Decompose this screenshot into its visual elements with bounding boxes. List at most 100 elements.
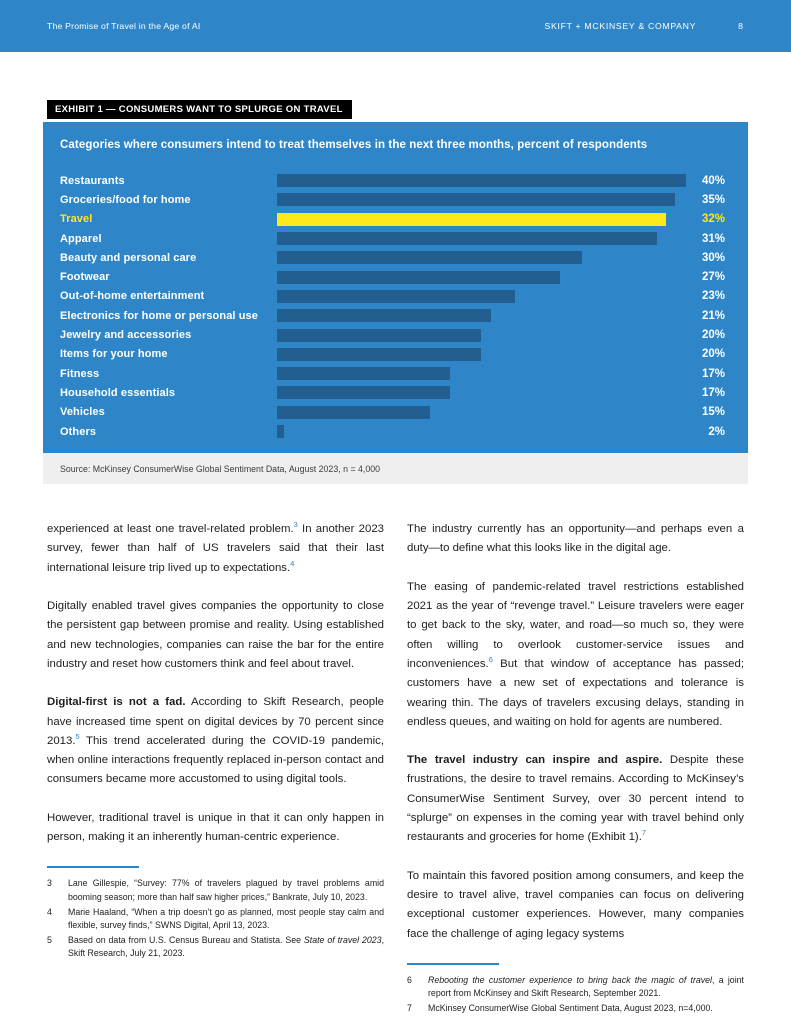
paragraph: The industry currently has an opportunit… [407, 523, 744, 555]
chart-panel: Categories where consumers intend to tre… [43, 122, 748, 454]
chart-value-label: 21% [701, 309, 725, 322]
chart-bar-track [277, 212, 686, 226]
footnote-number: 7 [407, 1002, 412, 1013]
paragraph: However, traditional travel is unique in… [47, 811, 384, 844]
chart-bar-track [277, 328, 686, 342]
chart-row: Others 2% [43, 422, 748, 441]
chart-category-label: Groceries/food for home [60, 193, 191, 206]
chart-row: Out-of-home entertainment 23% [43, 287, 748, 306]
chart-category-label: Beauty and personal care [60, 251, 197, 264]
chart-bar [277, 367, 450, 381]
right-footnote-block: 6 Rebooting the customer experience to br… [407, 962, 744, 1017]
paragraph: Digital-first is not a fad. According to… [47, 696, 384, 786]
left-column: experienced at least one travel-related … [47, 520, 384, 1016]
footnote-text: Lane Gillespie, “Survey: 77% of traveler… [68, 878, 384, 902]
footnote-number: 5 [47, 934, 52, 945]
chart-bar [277, 212, 666, 226]
chart-row: Beauty and personal care 30% [43, 248, 748, 267]
exhibit-badge: EXHIBIT 1 — CONSUMERS WANT TO SPLURGE ON… [47, 100, 352, 119]
chart-value-label: 17% [701, 386, 725, 399]
chart-bar-track [277, 270, 686, 284]
document-title: The Promise of Travel in the Age of AI [47, 21, 201, 31]
left-footnote-block: 3 Lane Gillespie, “Survey: 77% of travele… [47, 866, 384, 962]
chart-value-label: 30% [701, 251, 725, 264]
chart-bar [277, 193, 675, 207]
chart-value-label: 20% [701, 348, 725, 361]
chart-bar [277, 232, 657, 246]
chart-bar-track [277, 425, 686, 438]
chart-category-label: Travel [60, 213, 93, 226]
paragraph: To maintain this favored position among … [407, 869, 744, 940]
left-footnotes: 3 Lane Gillespie, “Survey: 77% of travele… [47, 877, 384, 961]
chart-value-label: 2% [708, 425, 725, 438]
footnote: 5 Based on data from U.S. Census Bureau a… [47, 934, 384, 961]
header-bar: The Promise of Travel in the Age of AI S… [0, 0, 791, 52]
chart-bar [277, 405, 430, 419]
footnote-text: McKinsey ConsumerWise Global Sentiment D… [428, 1002, 713, 1013]
footnote-divider [47, 866, 139, 869]
chart-bar [277, 174, 686, 188]
paragraph: The travel industry can inspire and aspi… [407, 754, 744, 844]
chart-bar [277, 347, 482, 361]
chart-value-label: 40% [701, 174, 725, 187]
chart-bar-track [277, 289, 686, 303]
chart-value-label: 31% [701, 232, 725, 245]
chart-bar-track [277, 347, 686, 361]
footnote: 3 Lane Gillespie, “Survey: 77% of travele… [47, 877, 384, 904]
chart-bar [277, 328, 482, 342]
source-note: Source: McKinsey ConsumerWise Global Sen… [60, 463, 381, 474]
chart-value-label: 20% [701, 329, 725, 342]
chart-bar-track [277, 232, 686, 246]
chart-value-label: 32% [701, 213, 725, 226]
chart-bar-track [277, 193, 686, 207]
paragraph: experienced at least one travel-related … [47, 520, 384, 574]
chart-value-label: 27% [701, 271, 725, 284]
right-paragraphs: The industry currently has an opportunit… [407, 520, 744, 963]
left-paragraphs: experienced at least one travel-related … [47, 520, 384, 866]
chart-bar [277, 386, 450, 400]
chart-value-label: 17% [701, 367, 725, 380]
chart-category-label: Restaurants [60, 174, 125, 187]
chart-bar [277, 251, 583, 265]
body-columns: experienced at least one travel-related … [0, 484, 791, 1016]
chart-bar-track [277, 367, 686, 381]
footnote-text: Based on data from U.S. Census Bureau an… [68, 934, 385, 959]
footnote-divider [407, 962, 499, 965]
source-strip: Source: McKinsey ConsumerWise Global Sen… [43, 453, 748, 485]
chart-row: Items for your home 20% [43, 345, 748, 364]
footnote-number: 4 [47, 906, 52, 917]
chart-rows: Restaurants 40% Groceries/food for home 35%… [43, 171, 748, 441]
chart-row: Restaurants 40% [43, 171, 748, 190]
chart-value-label: 35% [701, 193, 725, 206]
chart-category-label: Electronics for home or personal use [60, 309, 258, 322]
chart-bar [277, 289, 516, 303]
footnote: 6 Rebooting the customer experience to br… [407, 974, 744, 1001]
chart-bar [277, 309, 491, 323]
chart-category-label: Out-of-home entertainment [60, 290, 205, 303]
chart-row: Electronics for home or personal use 21% [43, 306, 748, 325]
chart-row: Groceries/food for home 35% [43, 190, 748, 209]
chart-category-label: Fitness [60, 367, 100, 380]
chart-row: Household essentials 17% [43, 383, 748, 402]
footnote-text: Marie Haaland, “When a trip doesn’t go a… [68, 906, 384, 931]
chart-bar [277, 270, 561, 284]
right-column: The industry currently has an opportunit… [407, 520, 744, 1016]
chart-category-label: Footwear [60, 271, 110, 284]
chart-bar-track [277, 386, 686, 400]
right-footnotes: 6 Rebooting the customer experience to br… [407, 974, 744, 1016]
chart-category-label: Items for your home [60, 348, 168, 361]
paragraph: Digitally enabled travel gives companies… [47, 600, 384, 670]
page-number: 8 [738, 21, 743, 31]
chart-bar-track [277, 405, 686, 419]
chart-category-label: Apparel [60, 232, 102, 245]
footnote: 7 McKinsey ConsumerWise Global Sentiment … [407, 1002, 744, 1016]
chart-bar [277, 425, 284, 438]
footnote-text: Rebooting the customer experience to bri… [428, 974, 744, 999]
chart-row: Vehicles 15% [43, 403, 748, 422]
chart-title: Categories where consumers intend to tre… [60, 139, 648, 151]
chart-bar-track [277, 174, 686, 188]
chart-category-label: Household essentials [60, 386, 176, 399]
chart-row: Fitness 17% [43, 364, 748, 383]
chart-row: Footwear 27% [43, 267, 748, 286]
